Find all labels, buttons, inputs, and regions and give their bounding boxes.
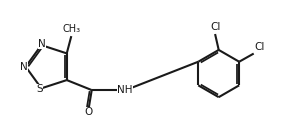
Text: O: O (84, 107, 93, 117)
Text: N: N (38, 39, 46, 49)
Text: S: S (36, 84, 43, 94)
Text: NH: NH (117, 85, 133, 95)
Text: N: N (20, 62, 28, 72)
Text: CH₃: CH₃ (62, 24, 80, 34)
Text: Cl: Cl (210, 22, 220, 32)
Text: Cl: Cl (254, 42, 265, 52)
